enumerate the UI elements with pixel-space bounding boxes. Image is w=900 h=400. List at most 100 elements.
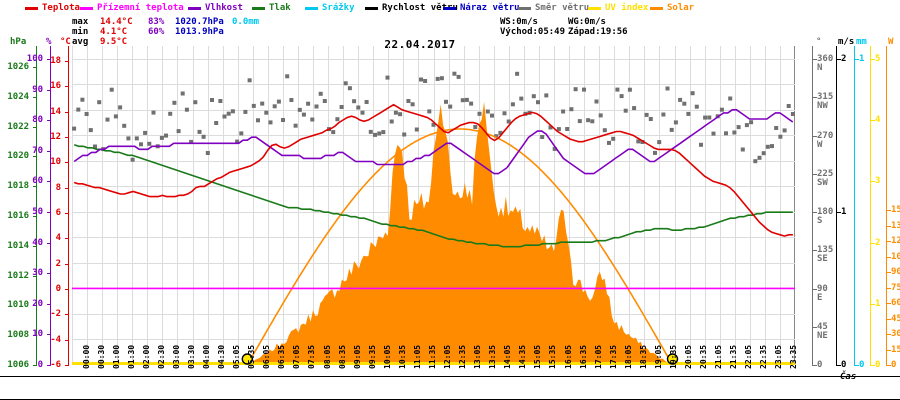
axis-tick-label: 14 bbox=[50, 107, 62, 117]
x-axis-tick-label: 03:30 bbox=[186, 344, 196, 369]
axis-tick bbox=[65, 365, 69, 366]
legend-label: Srážky bbox=[322, 3, 355, 13]
x-axis-tick-label: 12:35 bbox=[458, 344, 468, 369]
axis-tick bbox=[47, 59, 51, 60]
axis-tick bbox=[871, 243, 875, 244]
axis-tick bbox=[887, 241, 891, 242]
axis-tick bbox=[47, 365, 51, 366]
legend-label: Solar bbox=[667, 3, 695, 13]
stat-humidity: 60% bbox=[148, 27, 165, 37]
axis-unit-solar: W bbox=[888, 37, 894, 47]
legend-item-uv-index: UV index bbox=[588, 2, 648, 15]
x-axis-tick-label: 13:35 bbox=[488, 344, 498, 369]
axis-tick bbox=[813, 97, 817, 98]
axis-tick bbox=[47, 273, 51, 274]
axis-tick bbox=[813, 365, 817, 366]
x-axis-tick-label: 19:05 bbox=[653, 344, 663, 369]
legend-label: Tlak bbox=[269, 3, 291, 13]
axis-tick-label: 1 bbox=[875, 299, 881, 309]
axis-tick-label: 12 bbox=[50, 132, 62, 142]
axis-tick-label: 1006 bbox=[7, 360, 30, 370]
axis-tick-label: 225 bbox=[817, 169, 834, 179]
plot-area bbox=[72, 46, 795, 365]
axis-tick-label: 1008 bbox=[7, 330, 30, 340]
x-axis-tick-label: 08:35 bbox=[337, 344, 347, 369]
x-axis-tick-label: 07:35 bbox=[307, 344, 317, 369]
axis-tick bbox=[65, 314, 69, 315]
axis-line-temperature bbox=[68, 46, 69, 366]
x-axis-tick-label: 17:05 bbox=[593, 344, 603, 369]
axis-tick-label: 750 bbox=[891, 283, 900, 293]
x-axis-tick-label: 02:30 bbox=[156, 344, 166, 369]
axis-tick bbox=[887, 365, 891, 366]
axis-tick bbox=[813, 250, 817, 251]
axis-tick-label: 0 bbox=[841, 360, 847, 370]
axis-line-uv bbox=[870, 46, 871, 366]
axis-tick bbox=[65, 86, 69, 87]
axis-tick bbox=[65, 289, 69, 290]
stat-row-label: min bbox=[72, 27, 89, 37]
x-axis-tick-label: 01:00 bbox=[111, 344, 121, 369]
axis-tick-label: 30 bbox=[32, 268, 44, 278]
axis-tick bbox=[33, 365, 37, 366]
axis-tick bbox=[33, 97, 37, 98]
legend-label: Náraz větru bbox=[460, 3, 520, 13]
axis-tick-label: 150 bbox=[891, 345, 900, 355]
axis-tick-label: 4 bbox=[55, 233, 62, 243]
x-axis-tick-label: 18:05 bbox=[623, 344, 633, 369]
x-axis-title: Čas bbox=[840, 372, 857, 382]
axis-tick bbox=[65, 264, 69, 265]
axis-tick-label: 1016 bbox=[7, 211, 30, 221]
axis-tick bbox=[887, 257, 891, 258]
axis-tick bbox=[47, 212, 51, 213]
stat-wind-speed: WS:0m/s bbox=[500, 17, 538, 27]
plot-svg bbox=[72, 46, 795, 365]
x-axis-tick-label: 05:05 bbox=[232, 344, 242, 369]
title-date: 22.04.2017 bbox=[384, 38, 456, 51]
axis-tick-label: NW bbox=[817, 101, 828, 111]
axis-tick-label: SE bbox=[817, 254, 828, 264]
axis-tick bbox=[837, 59, 841, 60]
axis-tick bbox=[33, 246, 37, 247]
legend: Teplota Přízemní teplota Vlhkost Tlak Srážky… bbox=[0, 2, 900, 16]
x-axis-tick-label: 09:35 bbox=[367, 344, 377, 369]
x-axis-tick-label: 12:05 bbox=[443, 344, 453, 369]
x-axis-tick-label: 14:35 bbox=[518, 344, 528, 369]
stat-sunset: Západ:19:56 bbox=[568, 27, 628, 37]
x-axis-tick-label: 04:00 bbox=[202, 344, 212, 369]
axis-tick-label: 16 bbox=[50, 81, 62, 91]
axis-tick bbox=[887, 319, 891, 320]
axis-line-humidity bbox=[50, 46, 51, 366]
axis-unit-pressure: hPa bbox=[10, 37, 27, 47]
axis-tick bbox=[837, 212, 841, 213]
axis-tick bbox=[65, 162, 69, 163]
legend-swatch-icon bbox=[252, 7, 265, 10]
axis-tick bbox=[837, 365, 841, 366]
axis-tick-label: 300 bbox=[891, 329, 900, 339]
axis-tick-label: -2 bbox=[50, 309, 62, 319]
axis-tick-label: 1 bbox=[841, 207, 847, 217]
axis-tick bbox=[65, 61, 69, 62]
axis-tick bbox=[871, 120, 875, 121]
axis-tick-label: SW bbox=[817, 178, 828, 188]
stat-row-label: max bbox=[72, 17, 89, 27]
axis-tick-label: -4 bbox=[50, 335, 62, 345]
axis-tick-label: 0 bbox=[891, 360, 897, 370]
legend-label: Přízemní teplota bbox=[97, 3, 184, 13]
axis-tick bbox=[47, 243, 51, 244]
x-axis-tick-label: 07:05 bbox=[292, 344, 302, 369]
x-axis-tick-label: 20:35 bbox=[699, 344, 709, 369]
axis-tick-label: 50 bbox=[32, 207, 44, 217]
axis-tick-label: 270 bbox=[817, 131, 834, 141]
temperature-line bbox=[73, 103, 793, 237]
axis-tick bbox=[871, 181, 875, 182]
axis-tick-label: 1200 bbox=[891, 236, 900, 246]
axis-tick bbox=[887, 226, 891, 227]
legend-swatch-icon bbox=[80, 7, 93, 10]
legend-item-tlak: Tlak bbox=[252, 2, 291, 15]
axis-tick-label: N bbox=[817, 63, 823, 73]
legend-label: Směr větru bbox=[535, 3, 590, 13]
axis-tick-label: 180 bbox=[817, 207, 834, 217]
axis-tick bbox=[871, 304, 875, 305]
x-axis-tick-label: 10:05 bbox=[382, 344, 392, 369]
